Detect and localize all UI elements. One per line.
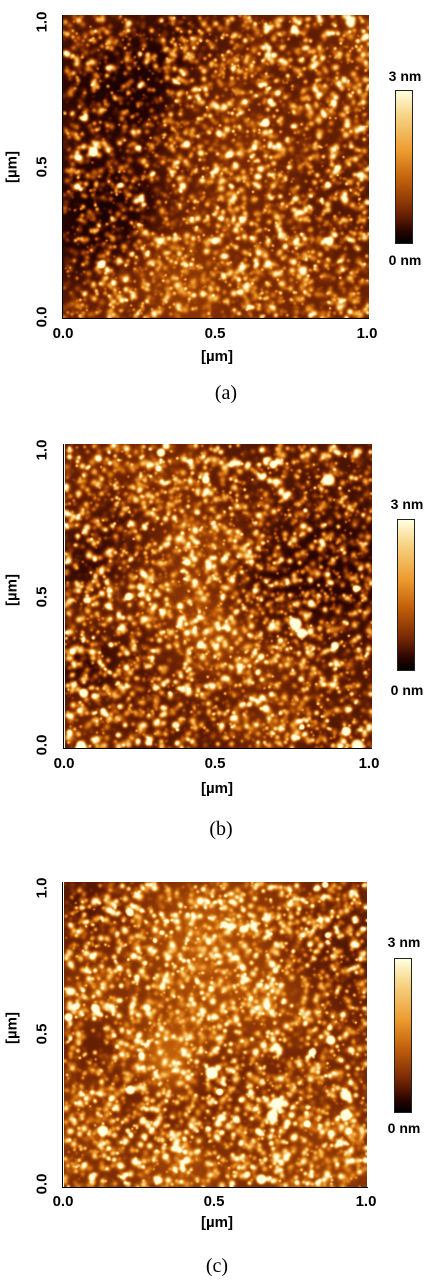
x-axis-line (62, 318, 369, 319)
y-axis-title: [µm] (3, 1012, 21, 1044)
x-axis-title: [µm] (201, 348, 233, 365)
x-axis-line (62, 1187, 368, 1188)
colorbar-max-label: 3 nm (390, 496, 424, 512)
y-tick-label: 0.5 (33, 586, 51, 608)
y-tick-label: 1.0 (33, 11, 51, 33)
afm-image-a (63, 15, 369, 318)
x-tick-label: 0.5 (204, 755, 226, 772)
x-axis-title: [µm] (201, 1214, 233, 1231)
y-tick-label: 1.0 (33, 439, 51, 461)
y-tick-label: 0.0 (33, 306, 51, 328)
colorbar (397, 519, 415, 671)
colorbar (394, 958, 412, 1113)
colorbar-max-label: 3 nm (388, 68, 422, 84)
figure-caption: (b) (209, 818, 233, 840)
y-tick-label: 0.5 (33, 156, 51, 178)
colorbar-min-label: 0 nm (388, 252, 422, 268)
afm-panel-a: 0.0 0.5 1.0 [µm] 0.0 0.5 1.0 [µm] 3 nm 0… (0, 0, 429, 410)
afm-panel-b: 0.0 0.5 1.0 [µm] 0.0 0.5 1.0 [µm] 3 nm 0… (0, 420, 429, 855)
y-tick-label: 0.5 (33, 1023, 51, 1045)
y-axis-title: [µm] (3, 151, 21, 183)
x-tick-label: 1.0 (356, 325, 378, 342)
x-tick-label: 0.5 (204, 325, 226, 342)
figure-caption: (a) (214, 382, 238, 404)
x-tick-label: 1.0 (358, 755, 380, 772)
colorbar (395, 90, 413, 244)
y-tick-label: 0.0 (33, 734, 51, 756)
colorbar-max-label: 3 nm (387, 934, 421, 950)
y-axis-line (62, 15, 63, 319)
x-tick-label: 1.0 (355, 1193, 377, 1210)
x-axis-line (63, 748, 372, 749)
x-tick-label: 0.5 (203, 1193, 225, 1210)
y-axis-line (62, 882, 63, 1188)
x-tick-label: 0.0 (52, 1193, 74, 1210)
y-tick-label: 1.0 (33, 877, 51, 899)
x-tick-label: 0.0 (53, 755, 75, 772)
colorbar-min-label: 0 nm (387, 1120, 421, 1136)
afm-panel-c: 0.0 0.5 1.0 [µm] 0.0 0.5 1.0 [µm] 3 nm 0… (0, 862, 429, 1280)
afm-image-c (64, 882, 367, 1187)
x-axis-title: [µm] (201, 780, 233, 797)
y-axis-line (63, 444, 64, 749)
colorbar-min-label: 0 nm (390, 682, 424, 698)
x-tick-label: 0.0 (52, 325, 74, 342)
y-tick-label: 0.0 (33, 1173, 51, 1195)
y-axis-title: [µm] (3, 574, 21, 606)
figure-caption: (c) (205, 1255, 229, 1277)
afm-image-b (65, 444, 372, 748)
